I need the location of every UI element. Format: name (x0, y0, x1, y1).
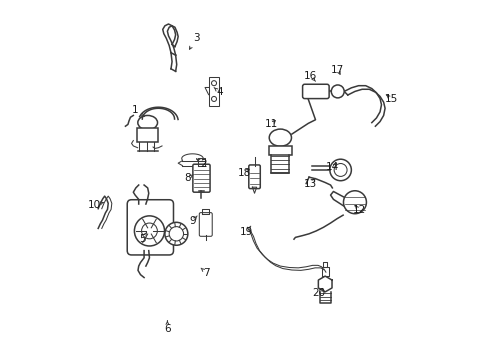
Text: 9: 9 (189, 216, 195, 226)
Circle shape (142, 223, 157, 239)
Text: 1: 1 (132, 105, 138, 115)
Text: 20: 20 (312, 288, 325, 298)
Text: 12: 12 (352, 206, 365, 216)
Ellipse shape (269, 129, 291, 146)
Text: 5: 5 (139, 234, 145, 244)
Text: 6: 6 (164, 324, 170, 334)
Text: 19: 19 (239, 227, 252, 237)
Text: 18: 18 (237, 168, 251, 178)
Text: 16: 16 (304, 71, 317, 81)
Circle shape (343, 191, 366, 214)
Text: 4: 4 (216, 87, 222, 97)
Circle shape (329, 159, 351, 181)
Circle shape (164, 222, 187, 245)
FancyBboxPatch shape (302, 84, 328, 99)
Circle shape (211, 81, 216, 86)
Text: 14: 14 (325, 162, 338, 172)
Polygon shape (318, 276, 331, 292)
Text: 8: 8 (183, 173, 190, 183)
Text: 7: 7 (203, 268, 210, 278)
Text: 2: 2 (200, 159, 206, 169)
FancyBboxPatch shape (199, 213, 212, 236)
Circle shape (330, 85, 344, 98)
FancyBboxPatch shape (127, 200, 173, 255)
Text: 13: 13 (304, 179, 317, 189)
Circle shape (333, 163, 346, 176)
Circle shape (134, 216, 164, 246)
Text: 17: 17 (330, 64, 344, 75)
Bar (268, 146, 291, 155)
Circle shape (169, 226, 183, 241)
Circle shape (211, 96, 216, 102)
Text: 10: 10 (88, 200, 101, 210)
Bar (208, 77, 219, 106)
Bar (137, 128, 158, 142)
FancyBboxPatch shape (248, 165, 260, 189)
Text: 11: 11 (264, 120, 278, 129)
Text: 15: 15 (384, 94, 397, 104)
Text: 3: 3 (192, 33, 199, 43)
FancyBboxPatch shape (192, 164, 210, 192)
Ellipse shape (138, 116, 157, 130)
